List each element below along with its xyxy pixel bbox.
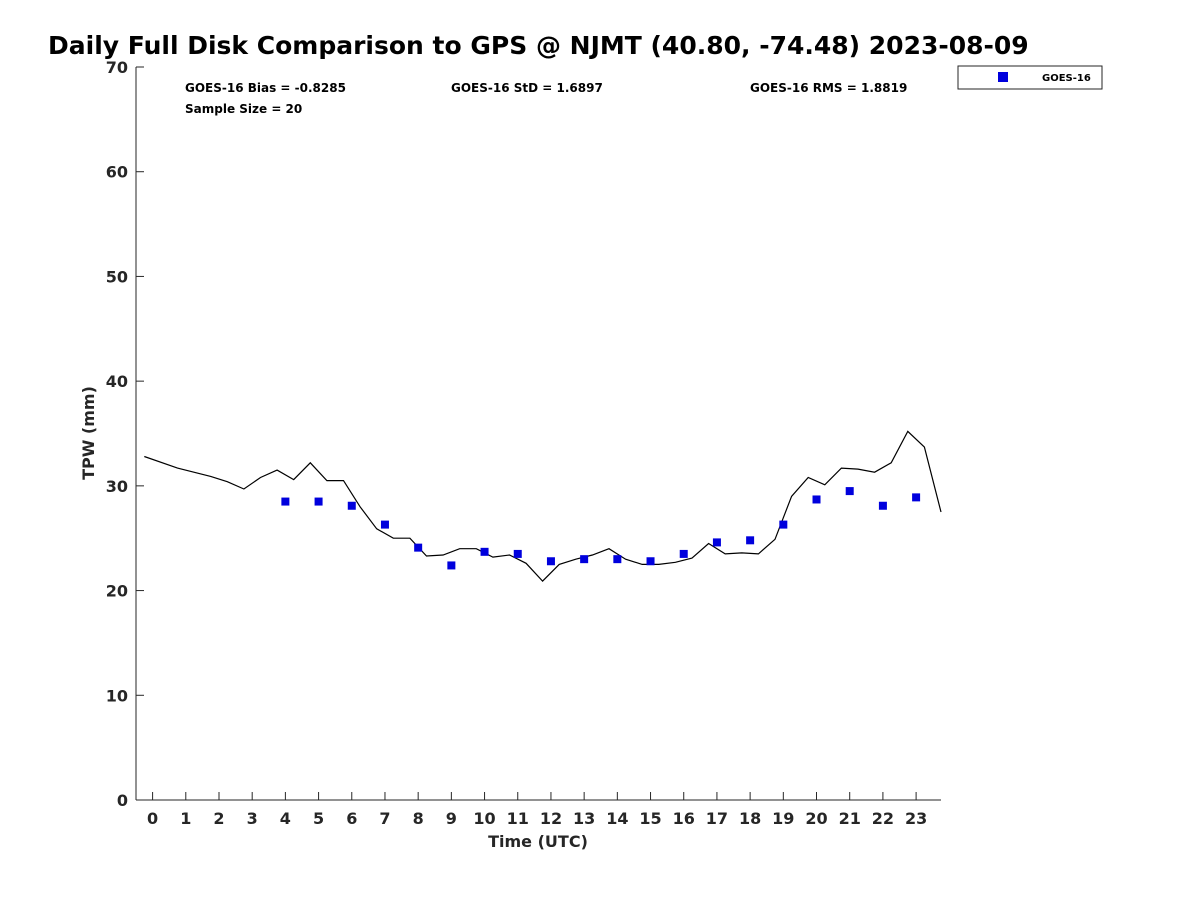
x-tick-label: 18 <box>739 809 761 828</box>
x-tick-label: 16 <box>673 809 695 828</box>
goes16-point <box>546 557 555 566</box>
x-tick-label: 14 <box>606 809 628 828</box>
x-tick-label: 8 <box>413 809 424 828</box>
x-tick-label: 6 <box>346 809 357 828</box>
goes16-point <box>580 555 589 564</box>
x-tick-label: 21 <box>839 809 861 828</box>
x-tick-label: 23 <box>905 809 927 828</box>
x-tick-label: 4 <box>280 809 291 828</box>
x-ticks: 0 1 2 3 4 5 6 7 8 9 10 11 12 13 14 15 16 17 18 19 20 21 22 23 <box>147 792 927 828</box>
x-tick-label: 19 <box>772 809 794 828</box>
goes16-point <box>380 520 389 529</box>
x-tick-label: 2 <box>213 809 224 828</box>
goes16-point <box>712 538 721 547</box>
goes16-point <box>812 495 821 504</box>
goes16-point <box>878 501 887 510</box>
x-tick-label: 13 <box>573 809 595 828</box>
x-tick-label: 20 <box>805 809 827 828</box>
goes16-point <box>779 520 788 529</box>
x-axis-label: Time (UTC) <box>488 832 588 851</box>
stat-bias: GOES-16 Bias = -0.8285 <box>185 81 346 95</box>
x-tick-label: 12 <box>540 809 562 828</box>
x-tick-label: 3 <box>247 809 258 828</box>
x-tick-label: 7 <box>379 809 390 828</box>
goes16-point <box>646 557 655 566</box>
stat-rms: GOES-16 RMS = 1.8819 <box>750 81 907 95</box>
x-tick-label: 9 <box>446 809 457 828</box>
gps-tpw-line <box>144 430 942 582</box>
legend-box <box>957 65 1103 90</box>
y-tick-label: 50 <box>106 267 128 286</box>
goes16-point <box>480 547 489 556</box>
x-tick-label: 1 <box>180 809 191 828</box>
goes16-point <box>281 497 290 506</box>
goes16-point <box>513 549 522 558</box>
goes16-point <box>746 536 755 545</box>
y-tick-label: 20 <box>106 582 128 601</box>
legend-label-goes16: GOES-16 <box>1042 73 1091 84</box>
x-tick-label: 10 <box>473 809 495 828</box>
legend-marker-goes16 <box>998 72 1008 82</box>
x-tick-label: 11 <box>507 809 529 828</box>
y-tick-label: 0 <box>117 791 128 810</box>
goes16-point <box>414 543 423 552</box>
goes16-point <box>447 561 456 570</box>
goes16-point <box>679 549 688 558</box>
goes16-point <box>613 555 622 564</box>
goes16-point <box>347 501 356 510</box>
goes16-point <box>912 493 921 502</box>
x-tick-label: 17 <box>706 809 728 828</box>
y-ticks: 0 10 20 30 40 50 60 70 <box>106 58 144 810</box>
x-tick-label: 5 <box>313 809 324 828</box>
y-tick-label: 70 <box>106 58 128 77</box>
plot-frame <box>135 67 941 801</box>
x-tick-label: 15 <box>639 809 661 828</box>
y-tick-label: 10 <box>106 686 128 705</box>
y-tick-label: 30 <box>106 477 128 496</box>
stat-sample-size: Sample Size = 20 <box>185 102 302 116</box>
goes16-point <box>314 497 323 506</box>
y-tick-label: 60 <box>106 163 128 182</box>
series-layer <box>144 430 942 582</box>
legend: GOES-16 <box>957 65 1103 90</box>
chart-title: Daily Full Disk Comparison to GPS @ NJMT… <box>48 31 1029 60</box>
y-tick-label: 40 <box>106 372 128 391</box>
stat-std: GOES-16 StD = 1.6897 <box>451 81 603 95</box>
y-axis-label: TPW (mm) <box>79 386 98 480</box>
goes16-point <box>845 487 854 496</box>
x-tick-label: 0 <box>147 809 158 828</box>
x-tick-label: 22 <box>872 809 894 828</box>
